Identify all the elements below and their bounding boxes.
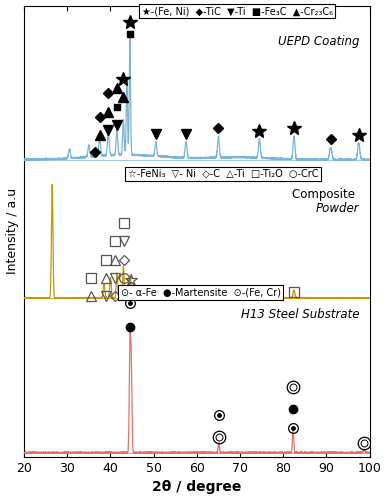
Text: ☆-FeNi₃  ▽- Ni  ◇-C  △-Ti  □-Ti₂O  ○-CrC: ☆-FeNi₃ ▽- Ni ◇-C △-Ti □-Ti₂O ○-CrC [128,169,318,179]
Text: UEPD Coating: UEPD Coating [277,35,359,48]
Text: Powder: Powder [315,202,359,215]
Y-axis label: Intensity / a.u: Intensity / a.u [5,188,19,274]
X-axis label: 2θ / degree: 2θ / degree [152,480,241,494]
Text: H13 Steel Substrate: H13 Steel Substrate [241,308,359,321]
Text: Composite: Composite [293,188,359,202]
Text: ★-(Fe, Ni)  ◆-TiC  ▼-Ti  ■-Fe₃C  ▲-Cr₂₃C₆: ★-(Fe, Ni) ◆-TiC ▼-Ti ■-Fe₃C ▲-Cr₂₃C₆ [142,6,332,16]
Text: ⊙- α-Fe  ●-Martensite  ⊙-(Fe, Cr): ⊙- α-Fe ●-Martensite ⊙-(Fe, Cr) [121,288,281,298]
